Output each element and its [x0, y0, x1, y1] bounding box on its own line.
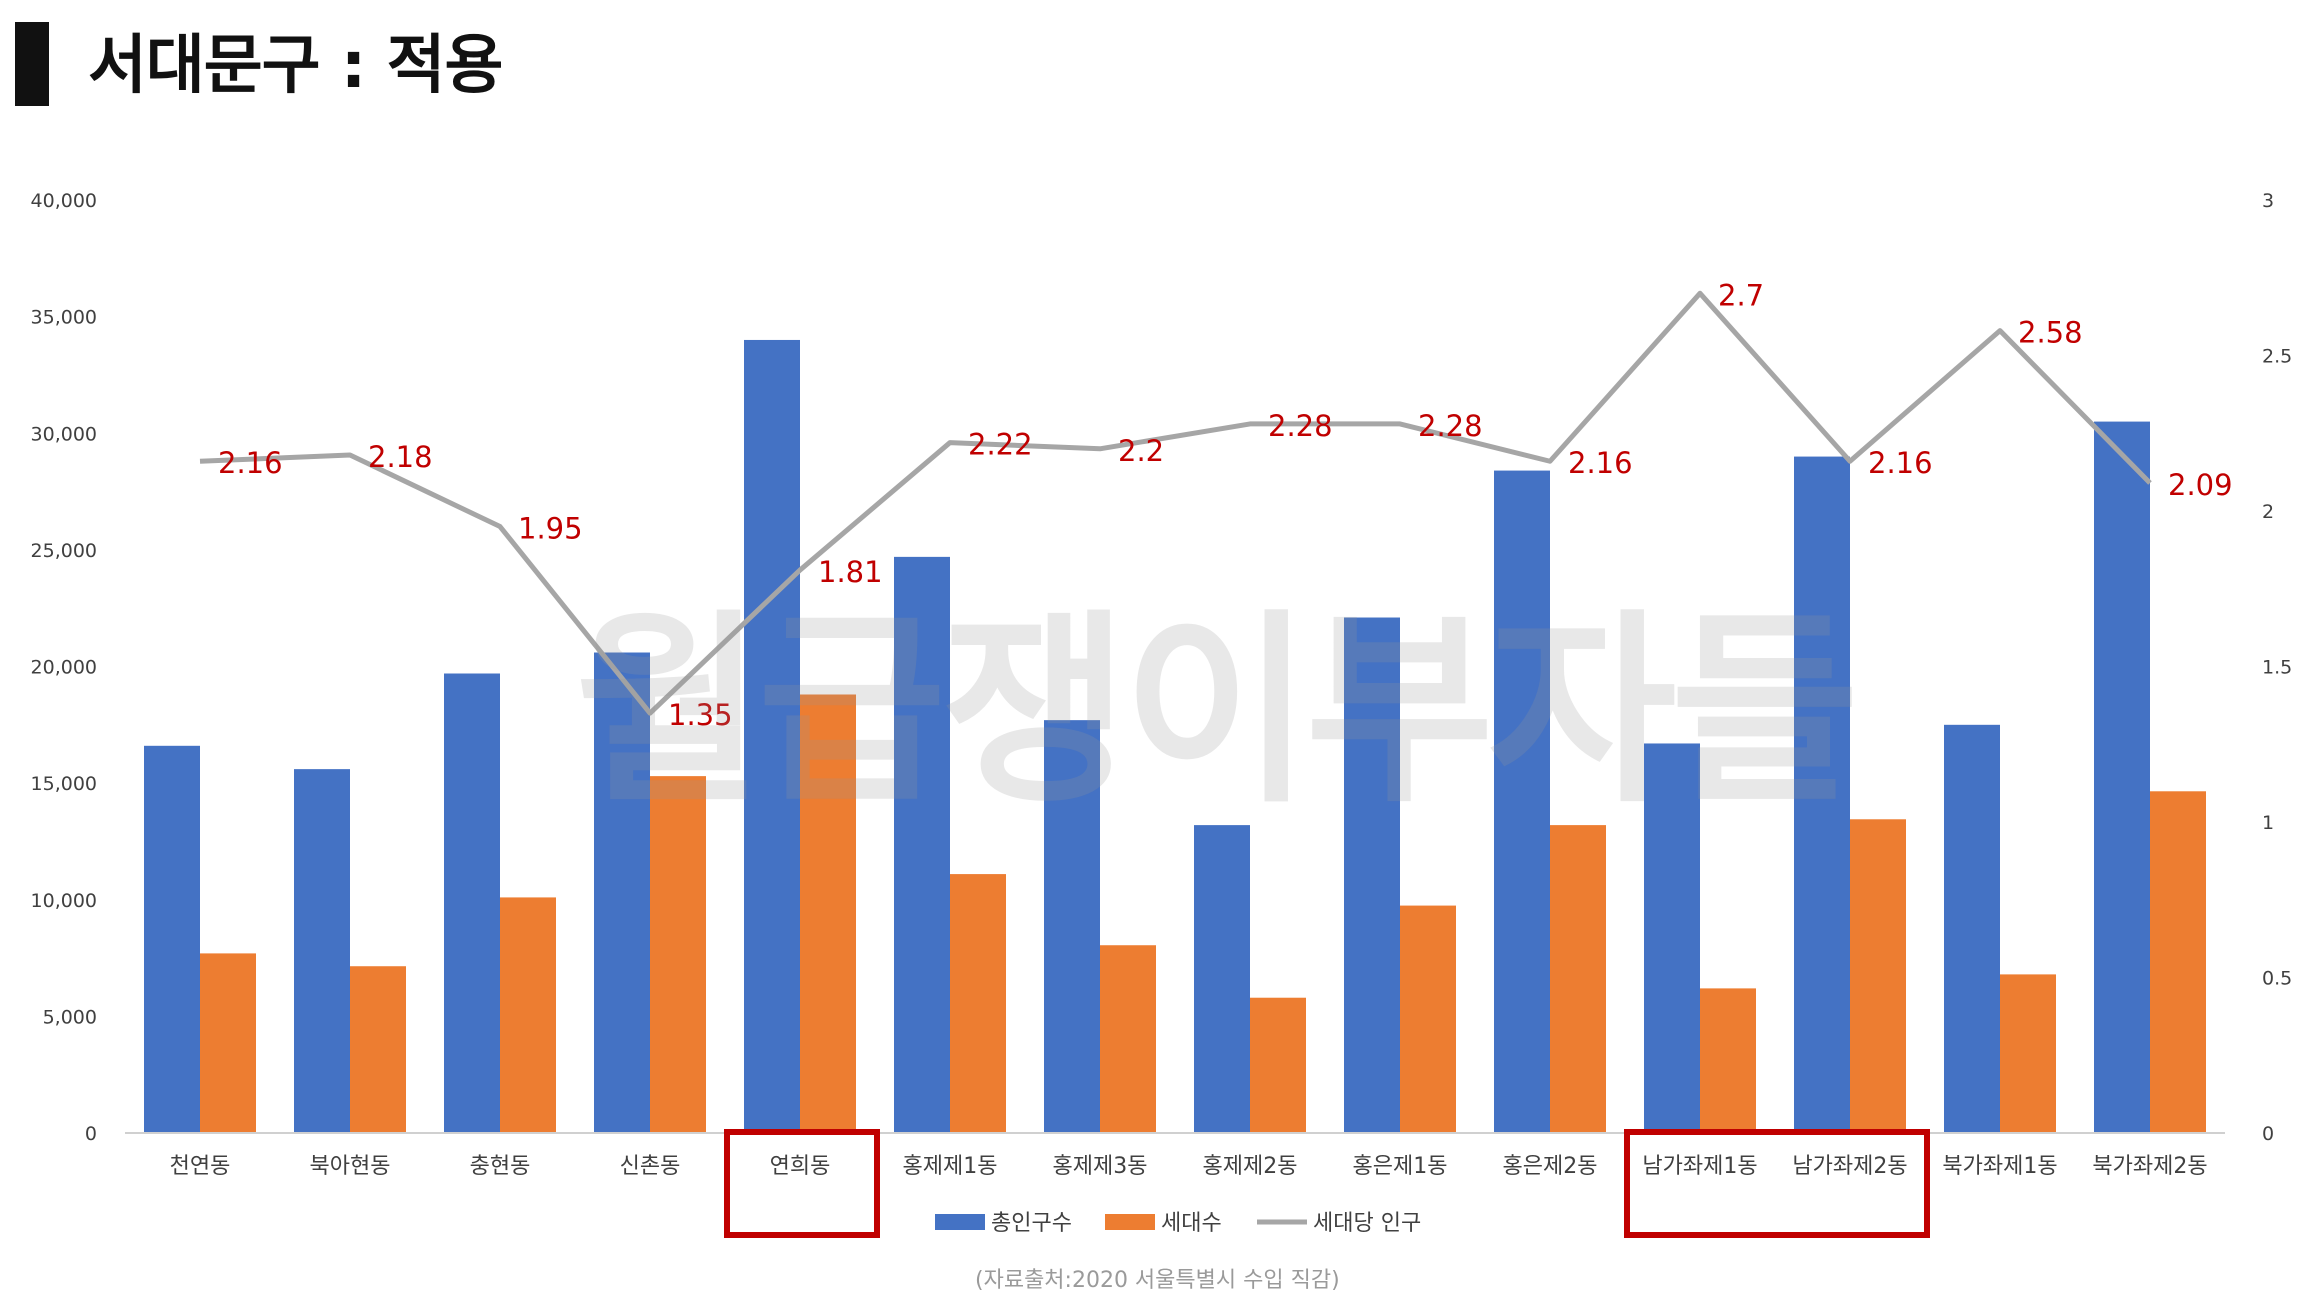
line-per-household [199, 290, 2152, 716]
title-accent-bar [15, 22, 49, 106]
bar-households [2000, 974, 2056, 1133]
bar-households [1100, 945, 1156, 1133]
source-note: (자료출처:2020 서울특별시 수입 직감) [975, 1268, 1340, 1293]
y-right-tick-label: 1 [2262, 812, 2274, 834]
x-category-label: 홍은제2동 [1503, 1154, 1598, 1179]
bar-total-population [2094, 421, 2150, 1133]
y-left-tick-label: 5,000 [43, 1006, 97, 1028]
x-category-label: 북아현동 [310, 1154, 391, 1179]
y-left-tick-label: 30,000 [31, 423, 97, 445]
legend-label: 총인구수 [991, 1211, 1072, 1236]
x-category-label: 충현동 [470, 1154, 531, 1179]
data-label-per-household: 2.28 [1268, 409, 1333, 443]
bar-total-population [1944, 724, 2000, 1133]
data-label-per-household: 1.95 [518, 512, 583, 546]
data-label-per-household: 2.18 [368, 440, 433, 474]
x-category-label: 남가좌제2동 [1792, 1154, 1907, 1179]
data-label-per-household: 2.16 [218, 446, 283, 480]
y-right-tick-label: 3 [2262, 190, 2274, 212]
y-right-tick-label: 2 [2262, 501, 2274, 523]
x-category-label: 홍은제1동 [1353, 1154, 1448, 1179]
y-right-tick-label: 0 [2262, 1123, 2274, 1145]
bar-total-population [1044, 720, 1100, 1133]
legend-label: 세대당 인구 [1313, 1211, 1421, 1236]
x-category-label: 홍제제3동 [1053, 1154, 1148, 1179]
bar-total-population [1794, 456, 1850, 1133]
bar-total-population [1494, 470, 1550, 1133]
bar-total-population [894, 556, 950, 1133]
highlight-box [724, 1129, 880, 1238]
bar-households [950, 874, 1006, 1133]
y-left-tick-label: 20,000 [31, 657, 97, 679]
bar-households [1850, 819, 1906, 1133]
x-category-label: 홍제제2동 [1203, 1154, 1298, 1179]
bar-households [1700, 988, 1756, 1133]
bar-total-population [594, 652, 650, 1133]
y-left-tick-label: 40,000 [31, 190, 97, 212]
bar-households [200, 953, 256, 1133]
legend-label: 세대수 [1161, 1211, 1222, 1236]
y-left-tick-label: 35,000 [31, 307, 97, 329]
data-label-per-household: 1.81 [818, 555, 883, 589]
y-right-tick-label: 2.5 [2262, 346, 2292, 368]
bar-total-population [294, 769, 350, 1133]
bar-total-population [444, 673, 500, 1133]
page-title: 서대문구 : 적용 [88, 29, 503, 103]
x-category-label: 북가좌제2동 [2092, 1154, 2207, 1179]
data-label-per-household: 2.22 [968, 428, 1033, 462]
x-category-label: 천연동 [170, 1154, 231, 1179]
data-label-per-household: 2.7 [1718, 278, 1764, 312]
y-left-tick-label: 15,000 [31, 773, 97, 795]
x-category-label: 남가좌제1동 [1642, 1154, 1757, 1179]
bar-households [650, 776, 706, 1133]
data-label-per-household: 2.16 [1568, 446, 1633, 480]
y-right-tick-label: 1.5 [2262, 657, 2292, 679]
bar-households [350, 966, 406, 1133]
bar-households [1550, 825, 1606, 1133]
y-right-tick-label: 0.5 [2262, 968, 2292, 990]
y-left-tick-label: 10,000 [31, 890, 97, 912]
y-left-tick-label: 25,000 [31, 540, 97, 562]
highlight-box [1624, 1129, 1930, 1238]
legend-swatch [1105, 1214, 1155, 1230]
x-category-label: 연희동 [770, 1154, 831, 1179]
data-label-per-household: 2.2 [1118, 434, 1164, 468]
y-left-tick-label: 0 [85, 1123, 97, 1145]
legend-swatch [935, 1214, 985, 1230]
bar-total-population [144, 745, 200, 1133]
x-category-label: 홍제제1동 [903, 1154, 998, 1179]
data-label-per-household: 1.35 [668, 698, 733, 732]
x-category-label: 신촌동 [620, 1154, 681, 1179]
bar-households [500, 897, 556, 1133]
bar-households [1400, 905, 1456, 1133]
data-label-per-household: 2.09 [2168, 468, 2233, 502]
data-label-per-household: 2.28 [1418, 409, 1483, 443]
bar-households [1250, 997, 1306, 1133]
bar-households [2150, 791, 2206, 1133]
x-category-label: 북가좌제1동 [1942, 1154, 2057, 1179]
bar-total-population [1644, 743, 1700, 1133]
bar-total-population [1194, 825, 1250, 1133]
data-label-per-household: 2.16 [1868, 446, 1933, 480]
bar-households [800, 694, 856, 1133]
bar-total-population [744, 339, 800, 1133]
bar-total-population [1344, 617, 1400, 1133]
data-label-per-household: 2.58 [2018, 316, 2083, 350]
